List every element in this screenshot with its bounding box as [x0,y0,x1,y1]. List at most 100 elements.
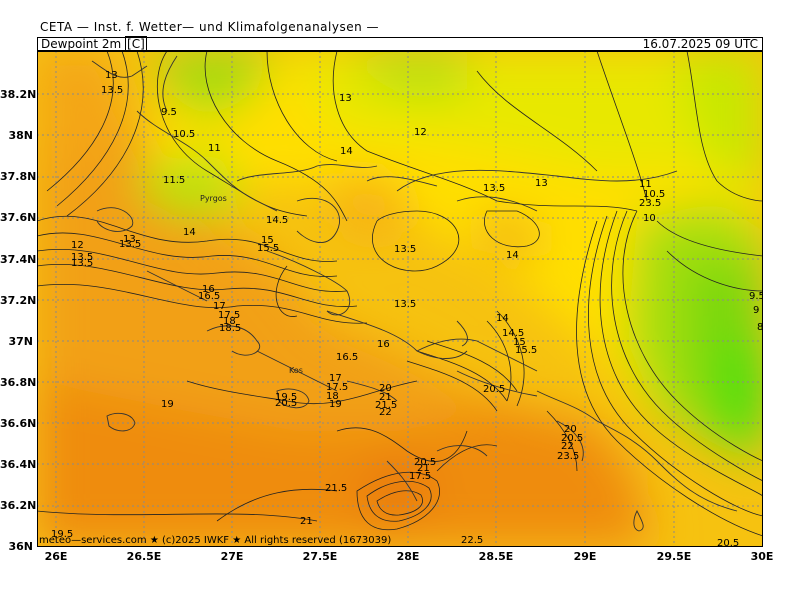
contour-label: 20 [564,424,577,435]
contour-label: 11 [208,143,221,154]
contour-label: 19.5 [51,529,73,540]
contour-label: 17.5 [409,471,431,482]
contour-label: 9.5 [161,107,177,118]
x-tick-27E: 27E [220,550,244,563]
contour-label: 13.5 [483,183,505,194]
x-tick-28.5E: 28.5E [478,550,514,563]
y-tick-37.6N: 37.6N [0,211,37,224]
x-tick-30E: 30E [750,550,774,563]
contour-label: 16.5 [198,291,220,302]
contour-label: 22 [561,441,574,452]
contour-label: 9 [753,305,759,316]
contour-label: 20.5 [483,384,505,395]
contour-label: 19 [161,399,174,410]
contour-label: 13 [535,178,548,189]
contour-label: 19.5 [275,392,297,403]
contour-label: 20.5 [275,398,297,409]
graticule [37,51,763,547]
dewpoint-map: Pyrgos Kos 13 13.5 13 9.5 10.5 11 12 14 … [37,51,763,547]
x-tick-27.5E: 27.5E [302,550,338,563]
y-tick-38.2N: 38.2N [0,88,37,101]
contour-label: 17 [213,301,226,312]
x-tick-29E: 29E [573,550,597,563]
contour-label: 10.5 [173,129,195,140]
contour-label: 10.5 [643,189,665,200]
contour-label: 13 [339,93,352,104]
contour-label: 17.5 [326,382,348,393]
contour-label: 20.5 [717,538,739,547]
contour-label: 21 [417,463,430,474]
contour-label: 17 [329,373,342,384]
copyright-footer: meteo—services.com ★ (c)2025 IWKF ★ All … [39,535,392,546]
contour-label: 15 [261,235,274,246]
contour-label: 14.5 [266,215,288,226]
contour-label: 10 [643,213,656,224]
contour-label: 17.5 [218,310,240,321]
place-kos: Kos [289,366,303,375]
y-tick-37.2N: 37.2N [0,294,37,307]
y-tick-37.4N: 37.4N [0,253,37,266]
contour-label: 14 [506,250,519,261]
contour-label: 18 [223,316,236,327]
contour-label: 15.5 [257,243,279,254]
contour-label: 23.5 [557,451,579,462]
contour-label: 16 [377,339,390,350]
x-tick-26.5E: 26.5E [126,550,162,563]
place-labels: Pyrgos Kos [200,194,303,375]
contour-label: 13.5 [101,85,123,96]
y-tick-36.8N: 36.8N [0,376,37,389]
contour-label: 21 [300,516,313,527]
contour-label: 21 [379,392,392,403]
valid-time: 16.07.2025 09 UTC [642,37,758,51]
parameter-label: Dewpoint 2m [C] [41,36,147,52]
map-border [37,51,763,547]
y-tick-37.8N: 37.8N [0,170,37,183]
contour-label: 13.5 [119,239,141,250]
contour-label: 19 [329,399,342,410]
contour-label: 22 [379,407,392,418]
contour-label: 22.5 [461,535,483,546]
x-tick-29.5E: 29.5E [656,550,692,563]
y-tick-36.4N: 36.4N [0,458,37,471]
contour-label: 13 [123,234,136,245]
y-tick-36.2N: 36.2N [0,499,37,512]
x-tick-28E: 28E [396,550,420,563]
contour-labels: 13 13.5 13 9.5 10.5 11 12 14 11.5 13 13.… [51,70,763,547]
y-tick-36.6N: 36.6N [0,417,37,430]
y-tick-36N: 36N [8,540,33,553]
contour-label: 14 [183,227,196,238]
coastlines [91,55,738,532]
contour-label: 20 [379,383,392,394]
contour-label: 13 [105,70,118,81]
contour-label: 18.5 [219,323,241,334]
contour-label: 21.5 [325,483,347,494]
y-tick-38N: 38N [8,129,33,142]
place-pyrgos: Pyrgos [200,194,227,203]
contour-label: 20.5 [414,457,436,468]
contour-label: 21.5 [375,400,397,411]
contour-label: 16.5 [336,352,358,363]
contour-label: 14 [496,313,509,324]
contour-label: 8 [757,322,763,333]
contour-label: 18 [326,391,339,402]
contour-label: 15.5 [515,345,537,356]
contour-label: 14 [340,146,353,157]
contour-label: 9.5 [749,291,763,302]
chart-title: CETA — Inst. f. Wetter— und Klimafolgena… [40,20,380,34]
x-tick-26E: 26E [44,550,68,563]
contour-label: 20.5 [561,433,583,444]
contour-label: 23.5 [639,198,661,209]
contour-label: 14.5 [502,328,524,339]
contour-label: 13.5 [394,244,416,255]
info-bar: Dewpoint 2m [C] 16.07.2025 09 UTC [37,36,763,52]
contour-label: 15 [513,337,526,348]
y-tick-37N: 37N [8,335,33,348]
contour-label: 12 [414,127,427,138]
contour-label: 11 [639,179,652,190]
contour-label: 12 [71,240,84,251]
contour-label: 11.5 [163,175,185,186]
contour-label: 16 [202,284,215,295]
map-frame: Pyrgos Kos 13 13.5 13 9.5 10.5 11 12 14 … [37,51,763,547]
contour-label: 13.5 [394,299,416,310]
contour-label: 13.5 [71,252,93,263]
